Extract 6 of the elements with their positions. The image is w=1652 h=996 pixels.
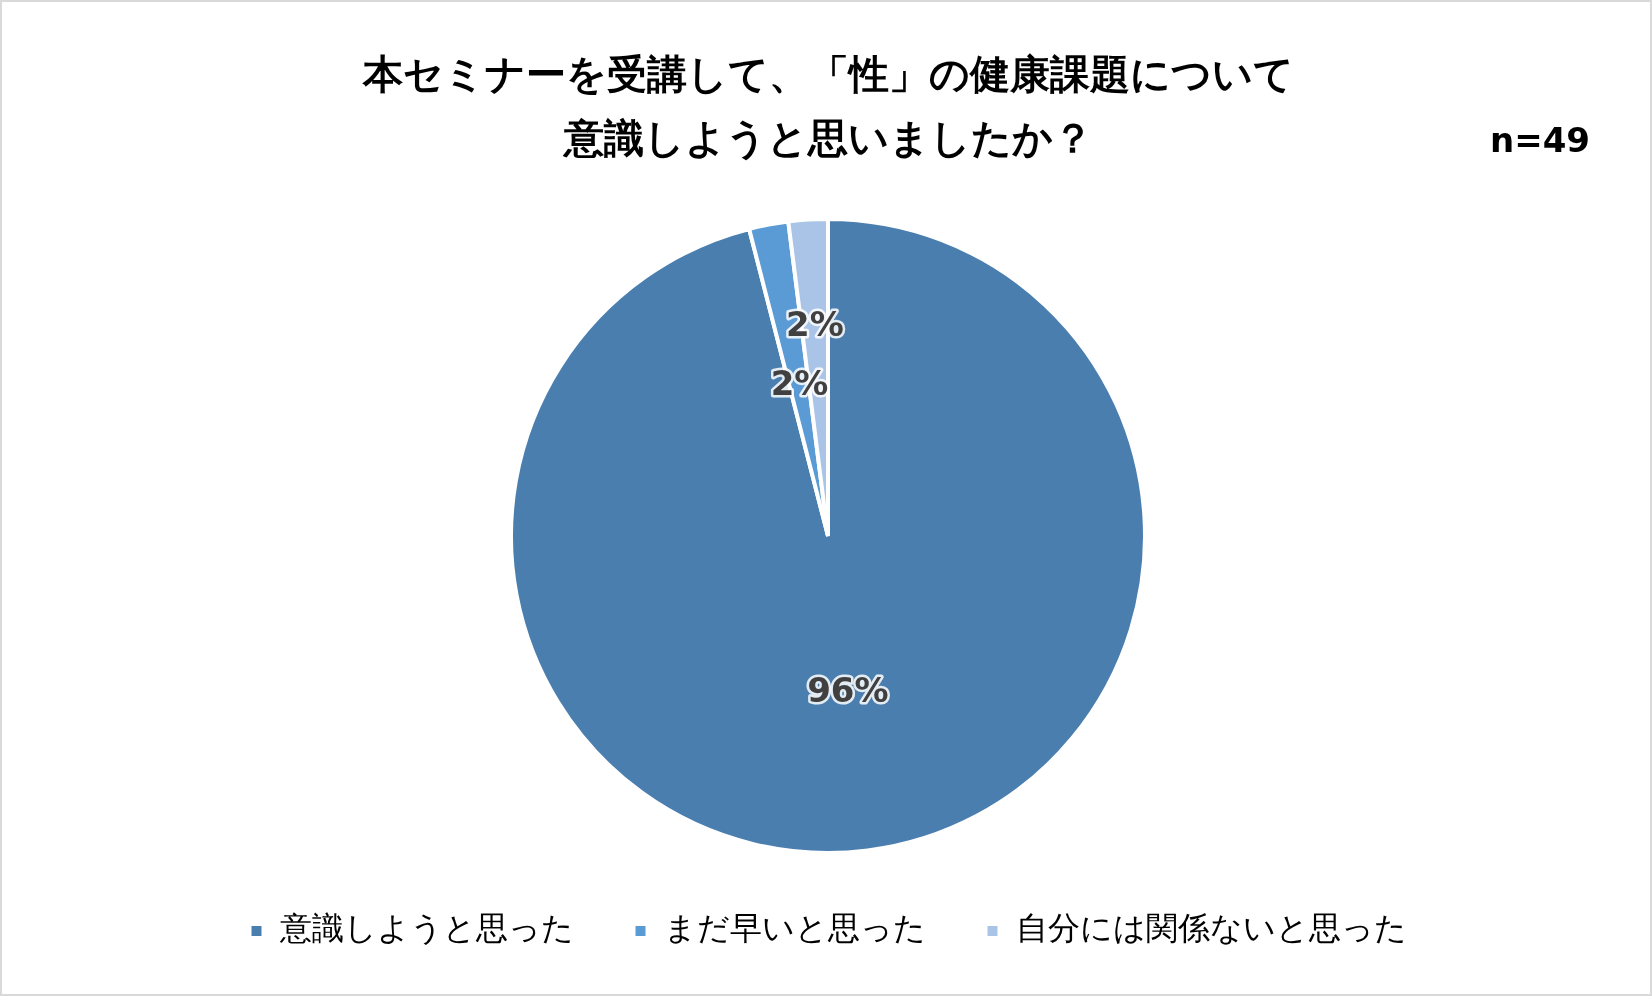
legend-label: 自分には関係ないと思った	[1015, 909, 1407, 948]
text: n=49	[1489, 120, 1590, 160]
data-label: 96%	[807, 670, 889, 711]
legend-label: まだ早いと思った	[663, 909, 926, 948]
chart-title: 本セミナーを受講して、「性」の健康課題について意識しようと思いましたか？	[361, 50, 1295, 163]
legend-label: 意識しようと思った	[278, 909, 574, 948]
